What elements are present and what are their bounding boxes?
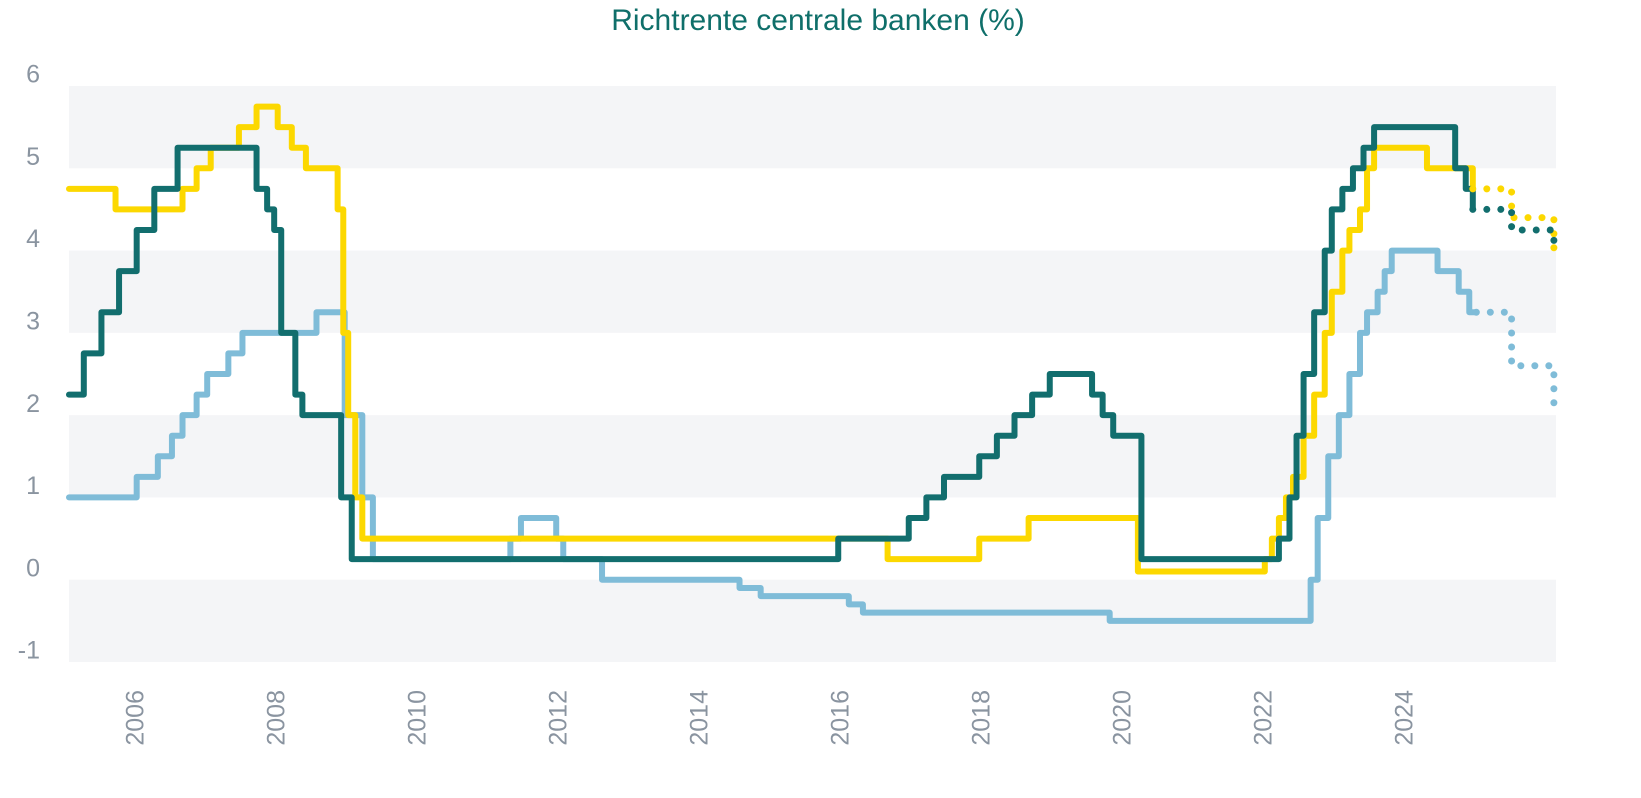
- x-tick-label: 2024: [1390, 690, 1418, 746]
- x-tick-label: 2012: [544, 690, 572, 746]
- forecast-line: [1469, 205, 1558, 255]
- x-tick-label: 2016: [826, 690, 854, 746]
- chart-title: Richtrente centrale banken (%): [611, 4, 1025, 37]
- grid-band: [69, 86, 1556, 169]
- y-tick-label: 2: [26, 390, 40, 418]
- y-tick-label: 5: [26, 143, 40, 171]
- x-tick-label: 2006: [121, 690, 149, 746]
- y-tick-label: 1: [26, 472, 40, 500]
- forecast-line: [1469, 185, 1558, 255]
- x-tick-label: 2014: [685, 690, 713, 746]
- y-tick-label: 0: [26, 554, 40, 582]
- x-tick-label: 2020: [1108, 690, 1136, 746]
- y-tick-label: -1: [18, 637, 40, 665]
- y-tick-label: 6: [26, 61, 40, 89]
- series-line: [66, 124, 1476, 563]
- x-tick-label: 2018: [967, 690, 995, 746]
- x-tick-label: 2008: [262, 690, 290, 746]
- grid-band: [69, 415, 1556, 498]
- series-line: [66, 247, 1480, 624]
- x-tick-label: 2022: [1249, 690, 1277, 746]
- series-line: [66, 103, 1476, 575]
- y-tick-label: 3: [26, 307, 40, 335]
- grid-band: [69, 579, 1556, 662]
- y-tick-label: 4: [26, 225, 40, 253]
- x-tick-label: 2010: [403, 690, 431, 746]
